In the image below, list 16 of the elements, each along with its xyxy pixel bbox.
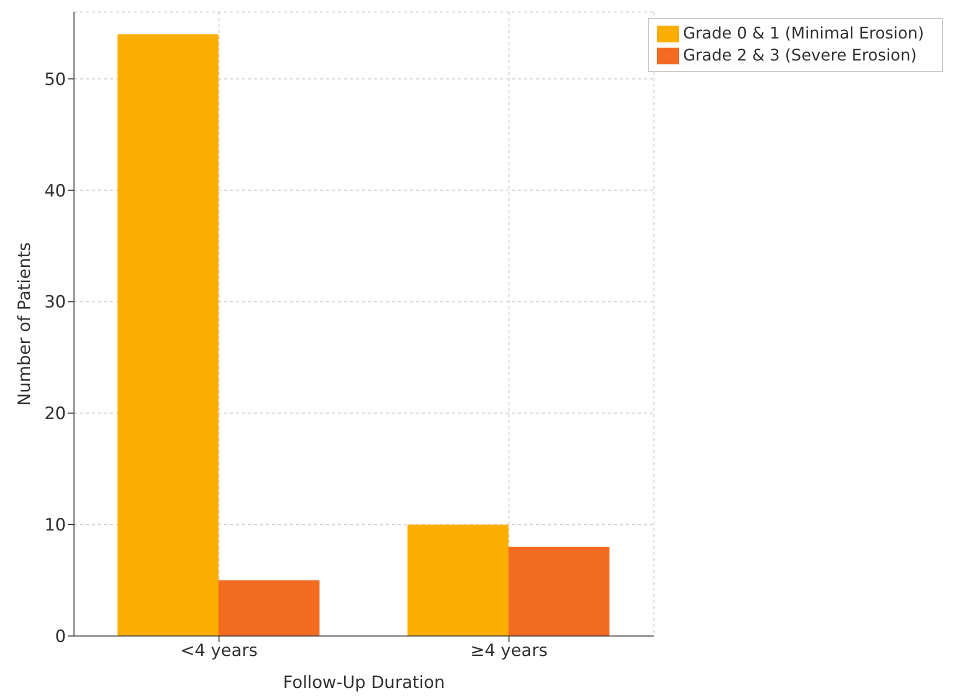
y-tick-label: 0 — [55, 627, 66, 648]
y-tick-label: 30 — [44, 292, 66, 313]
x-axis-title: Follow-Up Duration — [283, 673, 445, 693]
legend-label: Grade 2 & 3 (Severe Erosion) — [682, 45, 917, 64]
x-tick-label: ≥4 years — [470, 641, 548, 662]
y-tick-label: 10 — [44, 516, 66, 536]
y-tick-label: 40 — [44, 181, 66, 202]
x-tick-label: <4 years — [180, 641, 258, 662]
bar — [117, 34, 218, 636]
bar — [407, 524, 508, 636]
y-tick-label: 20 — [44, 404, 66, 424]
bar — [508, 546, 610, 636]
legend-label: Grade 0 & 1 (Minimal Erosion) — [682, 23, 924, 42]
y-axis-title: Number of Patients — [15, 242, 36, 406]
bar — [218, 580, 320, 636]
y-tick-label: 50 — [44, 70, 66, 90]
